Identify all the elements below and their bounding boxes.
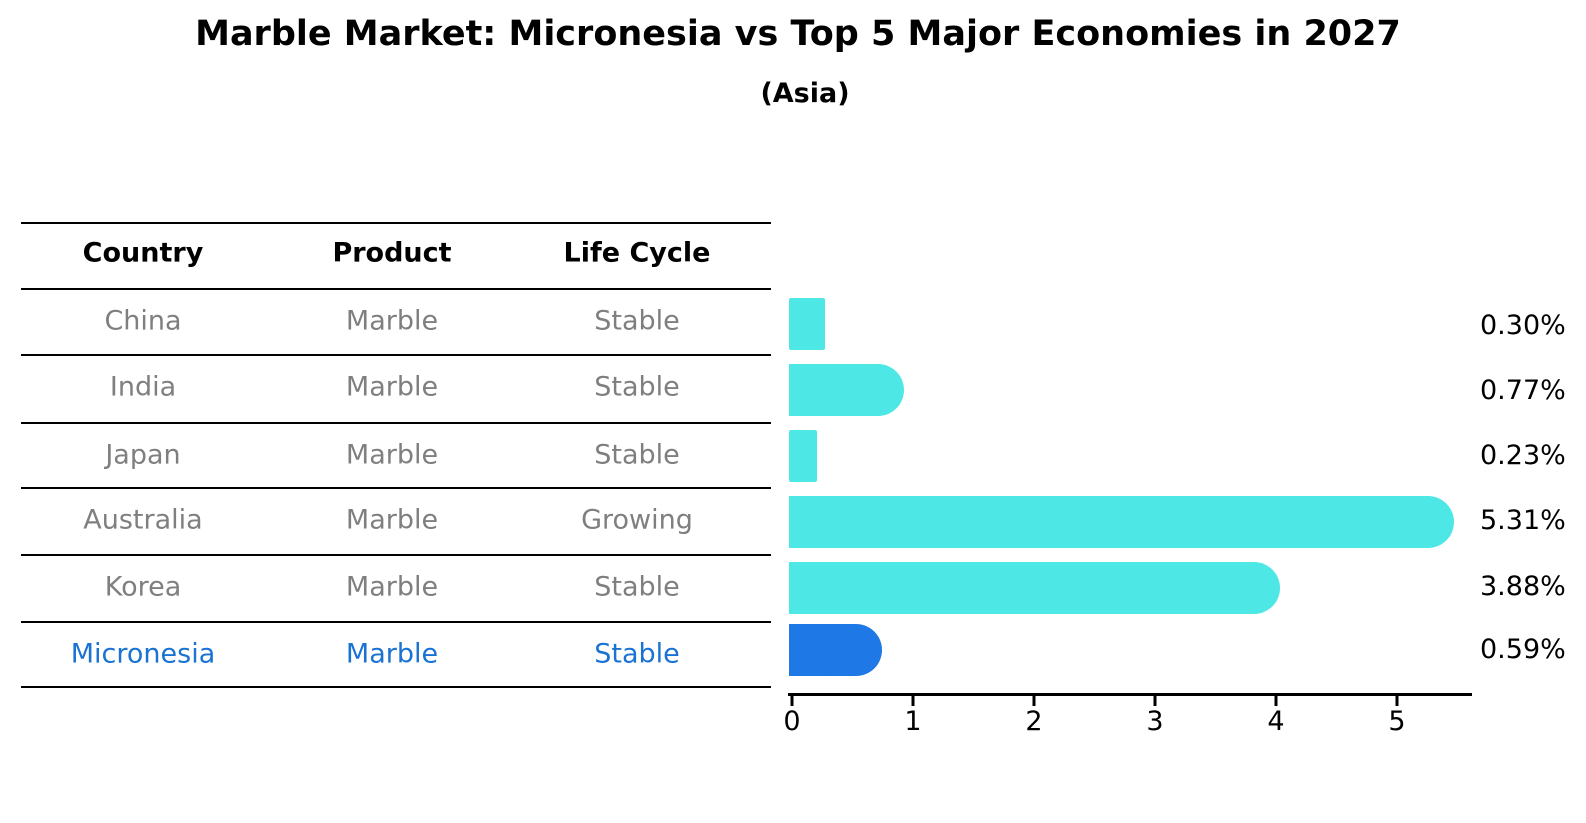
bar-australia — [789, 496, 1454, 548]
cell-life-cycle: Stable — [594, 638, 680, 670]
x-axis-tick — [1032, 696, 1036, 706]
column-header-product: Product — [332, 237, 452, 269]
value-label-australia: 5.31% — [1480, 504, 1566, 536]
bar-micronesia — [789, 624, 883, 676]
table-rule — [21, 621, 771, 623]
value-label-micronesia: 0.59% — [1480, 633, 1566, 665]
bar-japan — [789, 430, 817, 482]
cell-life-cycle: Stable — [594, 571, 680, 603]
x-axis-tick-label: 2 — [1025, 706, 1043, 737]
cell-country: Micronesia — [70, 638, 216, 670]
value-label-china: 0.30% — [1480, 309, 1566, 341]
cell-product: Marble — [345, 371, 439, 403]
table-rule — [21, 354, 771, 356]
table-rule — [21, 222, 771, 224]
x-axis-tick-label: 1 — [904, 706, 922, 737]
column-header-country: Country — [82, 237, 204, 269]
cell-product: Marble — [345, 305, 439, 337]
bar-india — [789, 364, 905, 416]
bar-korea — [789, 562, 1281, 614]
cell-country: China — [104, 305, 182, 337]
value-label-india: 0.77% — [1480, 374, 1566, 406]
chart-subtitle: (Asia) — [760, 78, 850, 109]
cell-life-cycle: Stable — [594, 439, 680, 471]
table-rule — [21, 288, 771, 290]
cell-product: Marble — [345, 571, 439, 603]
chart-title: Marble Market: Micronesia vs Top 5 Major… — [195, 14, 1401, 54]
table-rule — [21, 422, 771, 424]
cell-country: Japan — [105, 439, 181, 471]
x-axis-tick-label: 4 — [1267, 706, 1285, 737]
cell-product: Marble — [345, 439, 439, 471]
x-axis-tick-label: 5 — [1388, 706, 1406, 737]
x-axis-tick — [1274, 696, 1278, 706]
cell-country: India — [109, 371, 177, 403]
cell-product: Marble — [345, 504, 439, 536]
cell-country: Korea — [104, 571, 182, 603]
x-axis-tick-label: 3 — [1146, 706, 1164, 737]
x-axis-tick — [1153, 696, 1157, 706]
value-label-korea: 3.88% — [1480, 570, 1566, 602]
table-rule — [21, 686, 771, 688]
table-rule — [21, 554, 771, 556]
column-header-life-cycle: Life Cycle — [563, 237, 711, 269]
x-axis-tick — [1395, 696, 1399, 706]
bar-china — [789, 298, 826, 350]
x-axis-tick — [911, 696, 915, 706]
table-rule — [21, 487, 771, 489]
x-axis-tick — [790, 696, 794, 706]
cell-country: Australia — [83, 504, 203, 536]
cell-product: Marble — [345, 638, 439, 670]
x-axis-line — [788, 693, 1472, 696]
cell-life-cycle: Stable — [594, 371, 680, 403]
x-axis-tick-label: 0 — [783, 706, 801, 737]
cell-life-cycle: Stable — [594, 305, 680, 337]
cell-life-cycle: Growing — [581, 504, 693, 536]
value-label-japan: 0.23% — [1480, 439, 1566, 471]
